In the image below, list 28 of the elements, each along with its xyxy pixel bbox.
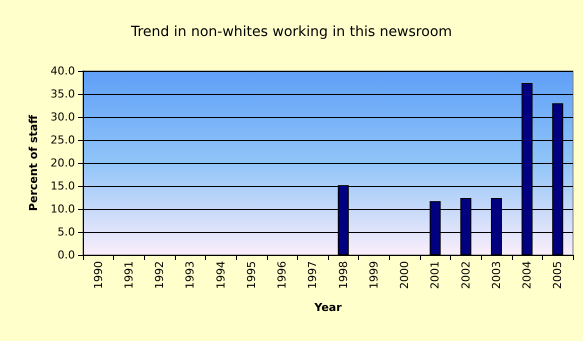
- x-tick-label: 2000: [398, 261, 412, 289]
- x-tick-label: 2002: [459, 261, 472, 289]
- chart-title: Trend in non-whites working in this newsroom: [130, 24, 452, 40]
- y-tick-label: 30.0: [50, 110, 75, 124]
- x-tick-label: 1996: [276, 261, 289, 289]
- y-tick-label: 25.0: [50, 134, 75, 146]
- x-tick-label: 1991: [122, 261, 136, 289]
- x-tick-label: 2005: [551, 261, 564, 289]
- x-tick-label: 1994: [214, 261, 228, 289]
- x-tick-label: 2003: [490, 261, 503, 289]
- y-axis-title: Percent of staff: [27, 114, 40, 212]
- x-axis-title: Year: [313, 301, 342, 314]
- y-tick-label: 0.0: [58, 248, 75, 262]
- y-tick-label: 40.0: [50, 64, 75, 78]
- x-tick-label: 2001: [428, 261, 442, 289]
- x-tick-label: 1999: [367, 261, 380, 289]
- x-tick-label: 2004: [520, 261, 534, 289]
- x-tick-label: 1998: [336, 261, 350, 289]
- y-tick-label: 10.0: [50, 202, 75, 216]
- x-tick-label: 1993: [184, 261, 197, 289]
- x-tick-label: 1997: [306, 261, 320, 289]
- y-tick-label: 20.0: [50, 156, 75, 170]
- y-tick-label: 15.0: [50, 180, 75, 192]
- y-tick-label: 5.0: [58, 226, 75, 238]
- x-tick-label: 1992: [153, 261, 166, 289]
- y-tick-label: 35.0: [50, 88, 75, 100]
- x-tick-label: 1995: [244, 261, 258, 289]
- x-tick-label: 1990: [92, 261, 105, 289]
